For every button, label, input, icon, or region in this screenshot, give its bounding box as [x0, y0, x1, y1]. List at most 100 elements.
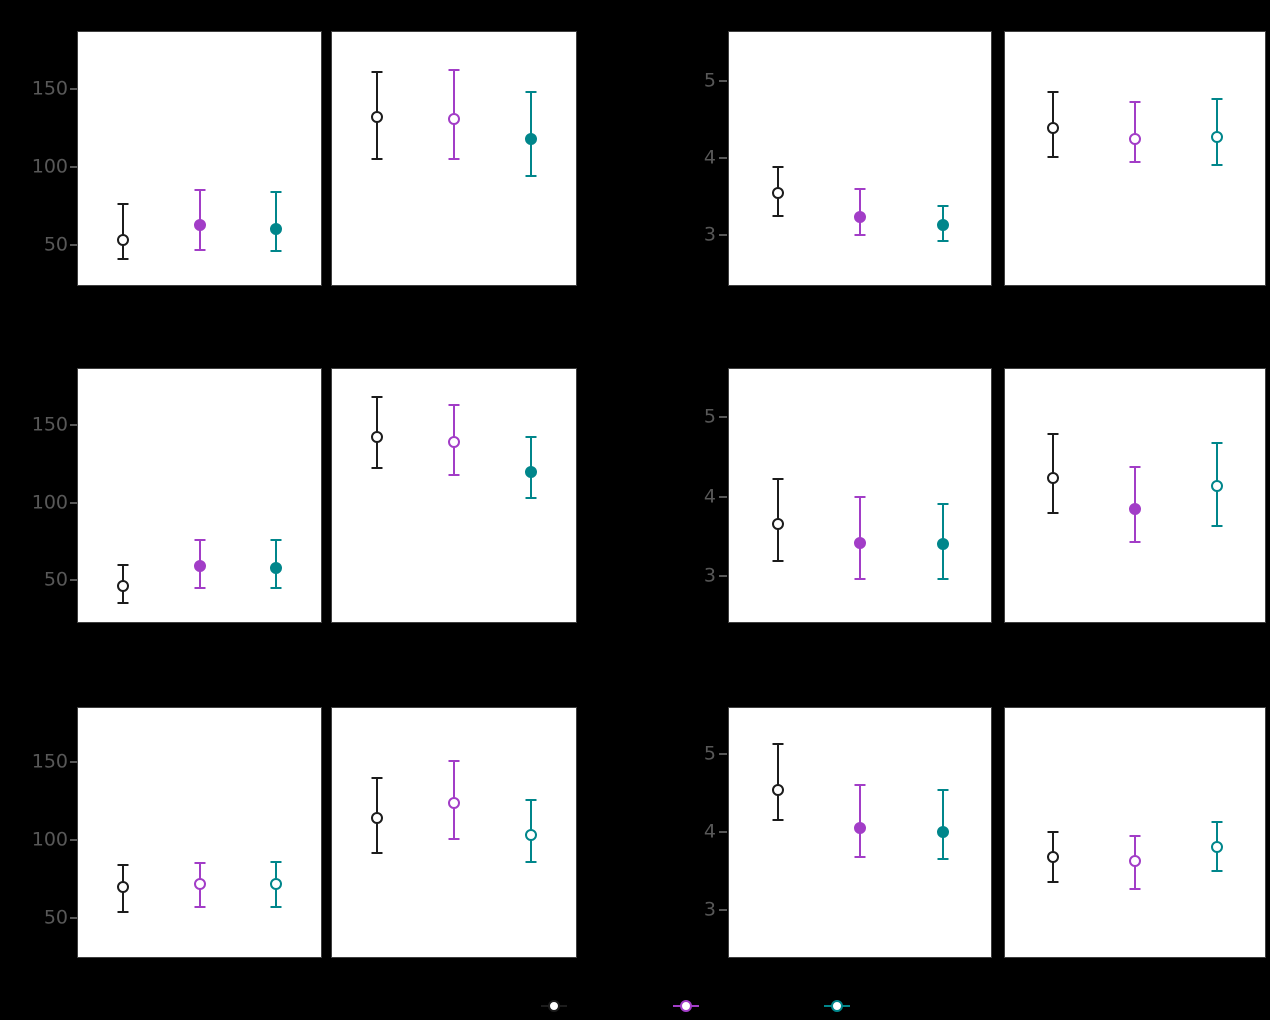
error-bar-cap-top-purple	[854, 783, 866, 786]
y-tick-label: 50	[43, 568, 68, 591]
error-bar-cap-bottom-purple	[1129, 160, 1141, 163]
point-marker-black-open	[116, 880, 129, 893]
y-tick-label: 150	[31, 413, 68, 436]
point-marker-purple-solid	[854, 536, 866, 549]
error-bar-cap-top-purple	[854, 495, 866, 498]
y-tick-mark	[70, 917, 77, 920]
y-tick-mark	[70, 579, 77, 582]
error-bar-black	[776, 743, 779, 821]
y-tick-label: 100	[31, 491, 68, 514]
error-bar-cap-top-purple	[1129, 465, 1141, 468]
y-tick-label: 50	[43, 906, 68, 929]
error-bar-cap-bottom-purple	[194, 248, 205, 251]
error-bar-cap-bottom-teal	[525, 175, 537, 178]
error-bar-cap-top-purple	[448, 403, 460, 406]
point-marker-black-open	[771, 517, 784, 530]
error-bar-cap-bottom-black	[371, 851, 383, 854]
error-bar-cap-bottom-black	[117, 258, 129, 261]
point-marker-purple-open	[448, 112, 460, 125]
facet-panel-bottom-right-2	[1004, 707, 1266, 958]
point-marker-purple-solid	[1129, 503, 1141, 516]
error-bar-cap-bottom-teal	[270, 250, 282, 253]
point-marker-black-open	[771, 783, 784, 796]
y-tick-label: 5	[703, 405, 716, 428]
error-bar-cap-top-purple	[194, 538, 205, 541]
point-marker-purple-solid	[854, 210, 866, 223]
error-bar-cap-bottom-black	[117, 910, 129, 913]
point-marker-teal-open	[1210, 130, 1223, 143]
error-bar-cap-top-purple	[194, 189, 205, 192]
point-marker-black-open	[116, 580, 129, 593]
y-tick-label: 50	[43, 233, 68, 256]
error-bar-cap-bottom-teal	[1211, 164, 1223, 167]
point-marker-teal-solid	[270, 223, 283, 236]
error-bar-cap-top-black	[117, 203, 129, 206]
error-bar-cap-bottom-black	[772, 560, 783, 563]
y-tick-mark	[70, 243, 77, 246]
point-marker-teal-solid	[936, 538, 949, 551]
error-bar-cap-bottom-teal	[937, 240, 948, 243]
y-tick-mark	[719, 80, 727, 83]
error-bar-cap-top-black	[772, 165, 783, 168]
y-tick-label: 5	[703, 69, 716, 92]
point-marker-teal-open	[270, 877, 283, 890]
point-marker-purple-solid	[854, 821, 866, 834]
facet-panel-middle-right-1	[728, 368, 992, 623]
error-bar-cap-bottom-black	[117, 602, 129, 605]
error-bar-cap-top-purple	[854, 187, 866, 190]
error-bar-cap-top-black	[371, 396, 383, 399]
error-bar-cap-top-black	[117, 563, 129, 566]
error-bar-cap-bottom-purple	[854, 577, 866, 580]
legend-key-marker-black	[548, 1000, 560, 1012]
error-bar-cap-bottom-purple	[1129, 888, 1141, 891]
y-tick-mark	[70, 424, 77, 427]
point-marker-teal-solid	[524, 132, 537, 145]
error-bar-cap-top-teal	[270, 860, 282, 863]
error-bar-cap-bottom-teal	[937, 858, 948, 860]
y-tick-mark	[70, 501, 77, 504]
point-marker-purple-solid	[193, 218, 206, 231]
error-bar-cap-top-black	[371, 70, 383, 73]
y-tick-mark	[70, 88, 77, 91]
error-bar-black	[121, 204, 124, 259]
error-bar-cap-bottom-purple	[448, 473, 460, 476]
error-bar-cap-top-teal	[1211, 97, 1223, 100]
y-tick-label: 3	[703, 898, 716, 921]
error-bar-cap-bottom-purple	[854, 855, 866, 858]
error-bar-cap-bottom-black	[772, 819, 783, 822]
error-bar-cap-top-teal	[525, 91, 537, 94]
y-tick-mark	[719, 157, 727, 160]
point-marker-purple-open	[448, 436, 460, 449]
y-tick-mark	[70, 839, 77, 842]
y-tick-label: 150	[31, 750, 68, 773]
error-bar-cap-top-teal	[937, 502, 948, 505]
point-marker-teal-open	[1210, 479, 1223, 492]
error-bar-cap-bottom-black	[1047, 156, 1059, 159]
y-tick-label: 3	[703, 564, 716, 587]
error-bar-cap-bottom-black	[1047, 512, 1059, 515]
error-bar-cap-bottom-purple	[194, 906, 205, 909]
error-bar-cap-bottom-black	[371, 158, 383, 161]
error-bar-cap-bottom-teal	[1211, 870, 1223, 873]
y-tick-label: 4	[703, 485, 716, 508]
error-bar-cap-top-purple	[1129, 835, 1141, 838]
point-marker-black-open	[371, 111, 384, 124]
error-bar-purple	[1134, 101, 1136, 162]
point-marker-black-open	[1047, 122, 1060, 135]
error-bar-cap-top-teal	[937, 204, 948, 207]
point-marker-teal-open	[1210, 840, 1223, 853]
point-marker-purple-open	[1129, 132, 1141, 145]
error-bar-cap-top-teal	[937, 789, 948, 792]
error-bar-cap-bottom-black	[772, 214, 783, 217]
error-bar-cap-top-teal	[525, 798, 537, 801]
error-bar-cap-bottom-purple	[854, 234, 866, 237]
error-bar-teal	[275, 191, 278, 252]
y-tick-mark	[70, 166, 77, 168]
y-tick-label: 5	[703, 742, 716, 765]
error-bar-cap-bottom-purple	[448, 158, 460, 161]
error-bar-cap-top-purple	[448, 759, 460, 762]
error-bar-cap-top-black	[1047, 830, 1059, 833]
error-bar-cap-top-black	[1047, 90, 1059, 93]
y-tick-mark	[719, 234, 727, 237]
error-bar-cap-bottom-black	[371, 467, 383, 470]
